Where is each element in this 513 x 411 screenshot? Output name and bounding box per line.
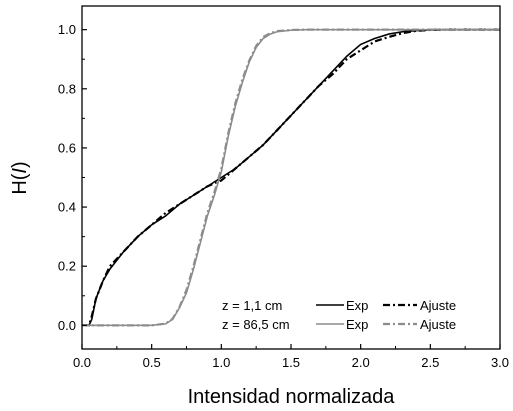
y-axis-title-main: H( [9, 173, 31, 194]
y-axis-title: H(I) [9, 161, 31, 194]
y-axis-title-italic: I [9, 168, 31, 174]
y-axis-title-close: ) [9, 161, 31, 168]
x-tick-label: 0.5 [143, 355, 161, 370]
series-line-1 [82, 28, 500, 327]
y-tick-label: 1.0 [58, 22, 76, 37]
x-tick-label: 1.0 [212, 355, 230, 370]
series-line-4 [82, 28, 500, 327]
x-axis-title: Intensidad normalizada [188, 386, 396, 408]
legend-row1-fit-label: Ajuste [420, 298, 456, 313]
series-line-3 [82, 28, 500, 327]
y-tick-label: 0.6 [58, 140, 76, 155]
y-tick-label: 0.8 [58, 81, 76, 96]
x-tick-label: 2.0 [352, 355, 370, 370]
legend-row2-fit-label: Ajuste [420, 317, 456, 332]
series-layer [82, 28, 500, 327]
y-tick-label: 0.0 [58, 318, 76, 333]
legend-row2-exp-label: Exp [346, 317, 368, 332]
legend-row1-exp-label: Exp [346, 298, 368, 313]
x-tick-label: 2.5 [421, 355, 439, 370]
legend: z = 1,1 cm Exp Ajuste z = 86,5 cm Exp Aj… [222, 298, 456, 332]
legend-row1-label: z = 1,1 cm [222, 298, 282, 313]
tick-layer: 0.0 0.5 1.0 1.5 2.0 2.5 3.0 0.0 0.2 0.4 0.6 0.8 1.0 [58, 22, 509, 370]
x-tick-label: 1.5 [282, 355, 300, 370]
legend-row2-label: z = 86,5 cm [222, 317, 290, 332]
x-tick-label: 0.0 [73, 355, 91, 370]
y-tick-label: 0.2 [58, 259, 76, 274]
y-tick-label: 0.4 [58, 200, 76, 215]
x-tick-label: 3.0 [491, 355, 509, 370]
series-line-2 [82, 28, 500, 327]
